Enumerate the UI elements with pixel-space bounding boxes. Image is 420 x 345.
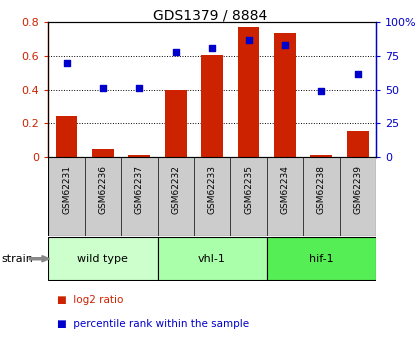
Text: GSM62231: GSM62231 [62, 165, 71, 214]
Bar [129, 155, 150, 157]
Text: vhl-1: vhl-1 [198, 254, 226, 264]
Point [136, 86, 143, 91]
Bar [238, 27, 260, 157]
Point [281, 42, 288, 48]
Text: GDS1379 / 8884: GDS1379 / 8884 [153, 9, 267, 23]
Bar [48, 237, 158, 280]
Text: hif-1: hif-1 [309, 254, 333, 264]
Point [245, 37, 252, 43]
Bar [158, 237, 267, 280]
Bar [274, 32, 296, 157]
Bar [267, 237, 376, 280]
Text: GSM62235: GSM62235 [244, 165, 253, 214]
Bar [92, 149, 114, 157]
Text: GSM62233: GSM62233 [207, 165, 217, 214]
Text: GSM62239: GSM62239 [353, 165, 362, 214]
Point [100, 86, 106, 91]
Point [63, 60, 70, 66]
Text: GSM62237: GSM62237 [135, 165, 144, 214]
Bar [310, 155, 332, 157]
Point [318, 88, 325, 94]
Text: GSM62238: GSM62238 [317, 165, 326, 214]
Bar [55, 116, 77, 157]
Point [209, 45, 215, 51]
Point [354, 71, 361, 76]
Bar [201, 55, 223, 157]
Bar [347, 131, 369, 157]
Text: ■  percentile rank within the sample: ■ percentile rank within the sample [57, 319, 249, 329]
Point [172, 49, 179, 55]
Text: GSM62234: GSM62234 [281, 165, 289, 214]
Text: GSM62236: GSM62236 [98, 165, 108, 214]
Bar [165, 90, 186, 157]
Text: strain: strain [1, 254, 33, 264]
Text: wild type: wild type [77, 254, 129, 264]
Text: ■  log2 ratio: ■ log2 ratio [57, 295, 123, 305]
Text: GSM62232: GSM62232 [171, 165, 180, 214]
